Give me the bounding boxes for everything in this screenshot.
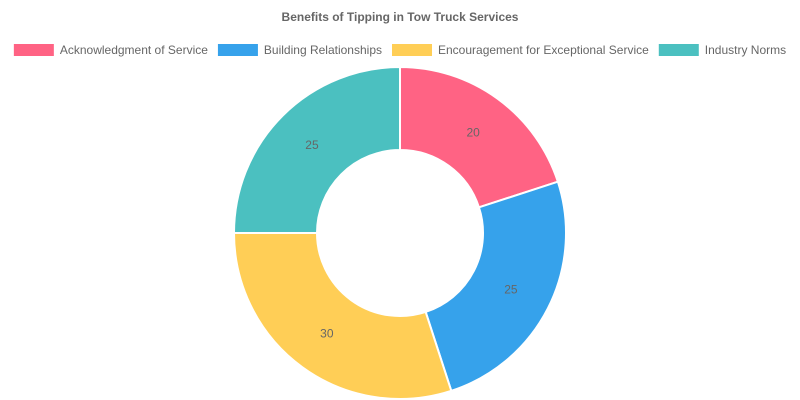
slice-building-relationships[interactable]	[424, 180, 567, 393]
slice-value-label-industry-norms: 25	[305, 138, 319, 152]
legend-swatch-industry-norms	[658, 44, 699, 56]
legend-item-industry-norms[interactable]: Industry Norms	[658, 43, 786, 57]
slice-encouragement-for-exceptional-service[interactable]	[232, 232, 453, 400]
chart-slices	[232, 65, 567, 400]
legend-item-encouragement-for-exceptional-service[interactable]: Encouragement for Exceptional Service	[392, 43, 649, 57]
legend-swatch-encouragement-for-exceptional-service	[392, 44, 433, 56]
chart-title: Benefits of Tipping in Tow Truck Service…	[282, 10, 519, 24]
legend-label-acknowledgment-of-service: Acknowledgment of Service	[60, 43, 208, 57]
chart-slice-labels: 20 25 30 25	[305, 125, 518, 340]
legend-item-building-relationships[interactable]: Building Relationships	[217, 43, 382, 57]
slice-value-label-acknowledgment-of-service: 20	[466, 125, 480, 139]
legend-swatch-building-relationships	[217, 44, 258, 56]
slice-industry-norms[interactable]	[232, 65, 401, 234]
slice-value-label-building-relationships: 25	[504, 283, 518, 297]
chart-legend: Acknowledgment of Service Building Relati…	[13, 43, 786, 57]
legend-label-encouragement-for-exceptional-service: Encouragement for Exceptional Service	[438, 43, 649, 57]
legend-swatch-acknowledgment-of-service	[13, 44, 54, 56]
legend-item-acknowledgment-of-service[interactable]: Acknowledgment of Service	[13, 43, 208, 57]
legend-label-industry-norms: Industry Norms	[705, 43, 786, 57]
legend-label-building-relationships: Building Relationships	[264, 43, 382, 57]
slice-acknowledgment-of-service[interactable]	[399, 65, 560, 209]
slice-value-label-encouragement-for-exceptional-service: 30	[320, 327, 334, 341]
